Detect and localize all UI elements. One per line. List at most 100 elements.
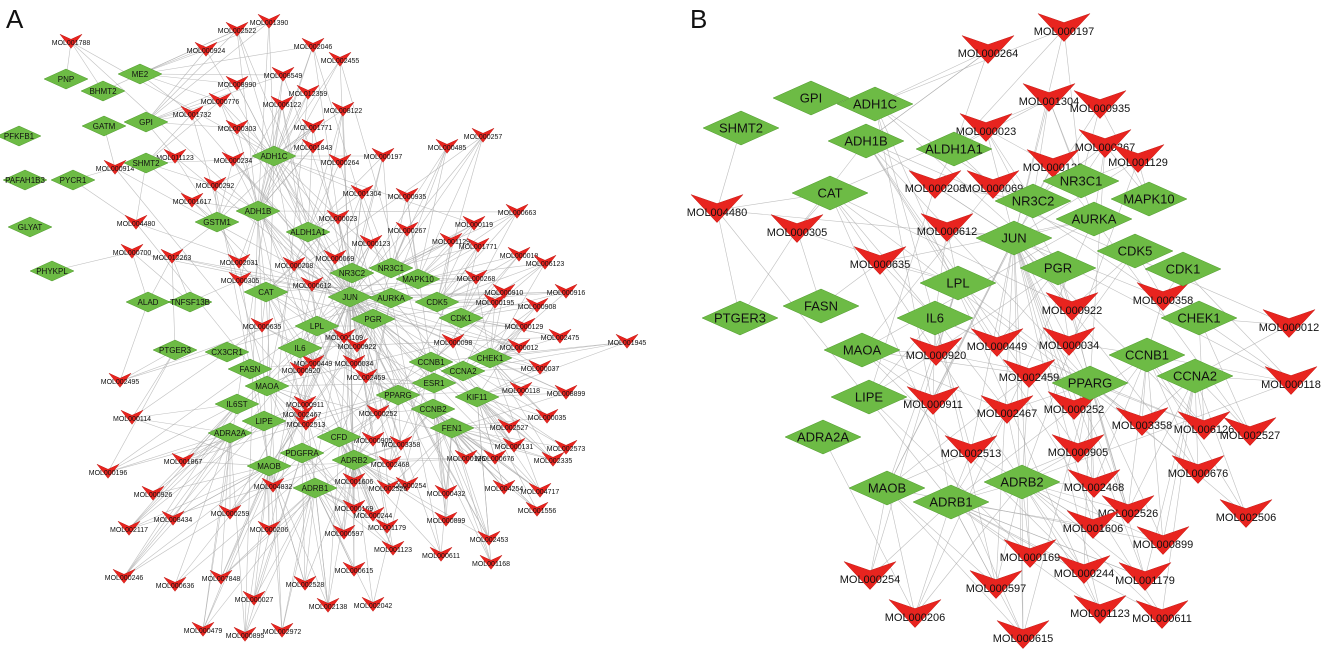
compound-label: MOL000254 <box>840 574 901 586</box>
compound-shape <box>853 246 907 275</box>
target-shape <box>331 449 377 471</box>
target-shape <box>375 384 421 406</box>
target-node-gatm: GATM <box>81 115 127 137</box>
compound-shape <box>250 318 274 333</box>
edge <box>273 59 341 157</box>
compound-shape <box>161 511 185 526</box>
edge <box>361 192 392 269</box>
target-shape <box>823 332 901 368</box>
compound-label: MOL000935 <box>388 194 427 201</box>
compound-node-mol000935: MOL000935 <box>388 188 427 203</box>
compound-node-mol002453: MOL002453 <box>470 531 508 546</box>
compound-label: MOL000114 <box>113 416 151 423</box>
compound-label: MOL000069 <box>963 183 1024 195</box>
compound-label: MOL000018 <box>500 253 539 260</box>
compound-label: MOL000895 <box>226 633 265 640</box>
compound-node-mol000114: MOL000114 <box>113 410 151 425</box>
compound-node-mol000305: MOL000305 <box>767 214 827 243</box>
edge <box>1089 382 1164 543</box>
compound-shape <box>96 464 120 479</box>
compound-shape <box>124 215 148 230</box>
compound-node-mol000257: MOL000257 <box>464 128 502 143</box>
compound-label: MOL002495 <box>101 379 140 386</box>
target-label: JUN <box>342 293 358 302</box>
compound-node-mol000924: MOL000924 <box>187 42 225 57</box>
compound-shape <box>289 362 313 377</box>
target-shape <box>167 291 213 313</box>
compound-node-mol000905: MOL000905 <box>354 432 392 447</box>
compound-label: MOL000611 <box>422 553 460 560</box>
compound-node-mol000197: MOL000197 <box>364 148 403 163</box>
edge <box>460 254 520 319</box>
edge <box>739 229 798 319</box>
compound-node-mol001390: MOL001390 <box>250 14 288 29</box>
target-label: NR3C1 <box>378 264 405 273</box>
edge <box>934 317 1008 412</box>
edge <box>119 297 392 382</box>
compound-shape <box>112 569 136 584</box>
target-node-adrb2: ADRB2 <box>331 449 377 471</box>
target-shape <box>915 131 993 167</box>
compound-node-mol000920: MOL000920 <box>906 337 966 366</box>
compound-label: MOL002046 <box>294 44 333 51</box>
edge <box>953 28 1065 150</box>
edge <box>171 256 351 298</box>
compound-shape <box>108 373 132 388</box>
target-shape <box>827 123 905 159</box>
target-label: NR3C1 <box>1060 174 1103 189</box>
compound-shape <box>103 160 127 175</box>
compound-node-mol001732: MOL001732 <box>173 106 211 121</box>
compound-shape <box>376 480 400 495</box>
compound-label: MOL002513 <box>287 422 326 429</box>
edge <box>114 167 355 461</box>
compound-label: MOL000479 <box>184 628 223 635</box>
edge <box>390 223 475 269</box>
compound-label: MOL000023 <box>956 126 1017 138</box>
edge <box>265 291 301 349</box>
compound-shape <box>208 93 232 108</box>
compound-shape <box>906 386 960 415</box>
compound-shape <box>497 419 521 434</box>
compound-node-mol000264: MOL000264 <box>321 154 359 169</box>
compound-shape <box>203 177 227 192</box>
edge <box>451 427 567 449</box>
edge <box>996 237 1015 345</box>
edge <box>1127 354 1148 512</box>
compound-node-mol004832: MOL004832 <box>254 478 292 493</box>
edge <box>349 135 484 298</box>
target-label: PTGER3 <box>714 311 766 326</box>
edge <box>174 465 270 586</box>
target-shape <box>429 417 475 439</box>
edge <box>236 83 399 396</box>
target-nodes: PNP ME2 BHMT2 GATM GPI PFKFB1 SHMT2 PAFAH1B3 PYC… <box>0 63 513 499</box>
edge <box>219 100 275 157</box>
target-shape <box>227 358 273 380</box>
edge <box>417 146 448 280</box>
edge <box>1013 237 1024 637</box>
compound-node-mol000195: MOL000195 <box>476 294 514 309</box>
target-label: FASN <box>240 365 261 374</box>
compound-shape <box>1073 595 1127 624</box>
compound-label: MOL002475 <box>541 335 580 342</box>
compound-node-mol001788: MOL001788 <box>52 34 90 49</box>
target-label: ADRB2 <box>341 456 368 465</box>
compound-node-mol000922: MOL000922 <box>338 338 376 353</box>
edge <box>145 100 221 164</box>
compound-label: MOL000914 <box>96 166 135 173</box>
edge <box>265 277 477 293</box>
compound-node-mol000034: MOL000034 <box>335 355 373 370</box>
compound-label: MOL000197 <box>364 154 403 161</box>
compound-node-mol002526: MOL002526 <box>1098 495 1158 524</box>
target-label: GLYAT <box>18 223 43 232</box>
target-shape <box>1160 300 1238 336</box>
edge <box>236 29 275 157</box>
compound-label: MOL001123 <box>374 547 412 554</box>
compound-node-mol002513: MOL002513 <box>941 435 1001 464</box>
edge <box>273 155 408 486</box>
target-node-aurka: AURKA <box>1055 201 1133 237</box>
edge <box>462 370 554 461</box>
compound-shape <box>218 505 242 520</box>
edge <box>914 501 952 616</box>
compound-shape <box>191 622 215 637</box>
